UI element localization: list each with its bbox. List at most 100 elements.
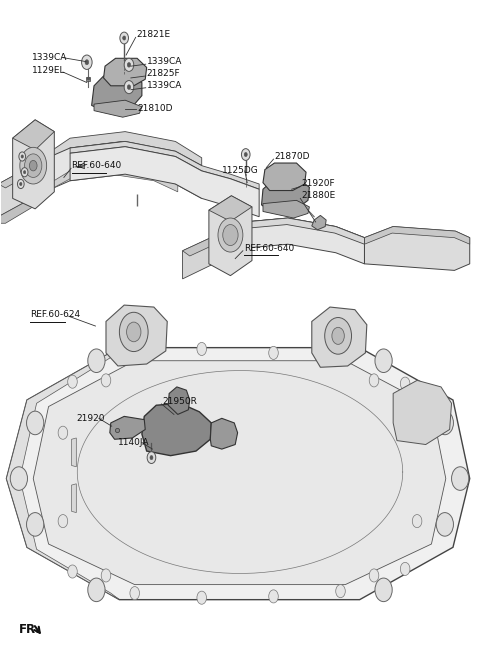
Circle shape xyxy=(336,353,345,366)
Polygon shape xyxy=(0,166,38,188)
Circle shape xyxy=(127,85,131,89)
Circle shape xyxy=(412,514,422,527)
Circle shape xyxy=(88,578,105,602)
Polygon shape xyxy=(70,147,259,216)
Circle shape xyxy=(218,218,243,252)
Polygon shape xyxy=(142,403,211,456)
Circle shape xyxy=(24,154,42,177)
Text: 1339CA: 1339CA xyxy=(147,57,182,66)
Circle shape xyxy=(130,349,140,362)
Circle shape xyxy=(124,81,134,94)
Circle shape xyxy=(375,578,392,602)
Polygon shape xyxy=(92,74,142,111)
Circle shape xyxy=(123,36,126,40)
Text: 21821E: 21821E xyxy=(136,30,170,39)
Text: REF.60-640: REF.60-640 xyxy=(72,161,122,170)
Polygon shape xyxy=(210,419,238,449)
Polygon shape xyxy=(6,348,470,600)
Polygon shape xyxy=(182,236,221,256)
Circle shape xyxy=(197,342,206,356)
Circle shape xyxy=(369,569,379,582)
Text: 1140JA: 1140JA xyxy=(118,438,149,447)
Text: 1339CA: 1339CA xyxy=(32,53,67,62)
Text: 21825F: 21825F xyxy=(147,69,180,78)
Circle shape xyxy=(127,322,141,342)
Circle shape xyxy=(127,62,131,67)
Circle shape xyxy=(400,562,410,575)
Circle shape xyxy=(21,155,24,158)
Circle shape xyxy=(244,152,247,157)
Text: REF.60-624: REF.60-624 xyxy=(30,310,81,319)
Text: REF.60-640: REF.60-640 xyxy=(244,243,294,253)
Polygon shape xyxy=(94,100,142,117)
Circle shape xyxy=(332,327,344,344)
Circle shape xyxy=(101,374,111,387)
Circle shape xyxy=(130,586,140,600)
Circle shape xyxy=(336,584,345,598)
Circle shape xyxy=(24,171,26,174)
Circle shape xyxy=(68,565,77,578)
Text: 21810D: 21810D xyxy=(137,104,173,113)
Text: 1339CA: 1339CA xyxy=(147,81,182,90)
Circle shape xyxy=(120,32,129,44)
Circle shape xyxy=(101,569,111,582)
Circle shape xyxy=(29,161,37,171)
Polygon shape xyxy=(312,307,367,367)
Polygon shape xyxy=(104,58,147,86)
Polygon shape xyxy=(106,305,167,366)
Polygon shape xyxy=(72,483,76,512)
Circle shape xyxy=(68,375,77,388)
Polygon shape xyxy=(211,218,364,244)
Polygon shape xyxy=(209,195,252,276)
Polygon shape xyxy=(29,142,202,198)
Circle shape xyxy=(58,514,68,527)
Circle shape xyxy=(147,452,156,464)
Polygon shape xyxy=(263,163,306,190)
Polygon shape xyxy=(262,177,310,211)
Polygon shape xyxy=(182,236,214,279)
Circle shape xyxy=(88,349,105,373)
Circle shape xyxy=(269,346,278,359)
Circle shape xyxy=(19,152,25,161)
Polygon shape xyxy=(263,200,310,218)
Text: FR.: FR. xyxy=(19,623,41,636)
Circle shape xyxy=(375,349,392,373)
Polygon shape xyxy=(393,380,452,445)
Polygon shape xyxy=(33,361,446,584)
Polygon shape xyxy=(12,120,54,150)
Polygon shape xyxy=(364,226,470,270)
Circle shape xyxy=(85,60,89,65)
Circle shape xyxy=(20,148,47,184)
Circle shape xyxy=(20,182,22,186)
Polygon shape xyxy=(0,198,32,223)
Circle shape xyxy=(21,168,28,176)
Circle shape xyxy=(324,318,351,354)
Circle shape xyxy=(452,467,469,490)
Circle shape xyxy=(120,312,148,352)
Polygon shape xyxy=(48,166,178,192)
Circle shape xyxy=(436,512,454,536)
Circle shape xyxy=(82,55,92,70)
Polygon shape xyxy=(364,226,470,244)
Circle shape xyxy=(26,411,44,435)
Text: 1125DG: 1125DG xyxy=(222,167,259,175)
Circle shape xyxy=(241,149,250,161)
Circle shape xyxy=(17,179,24,188)
Polygon shape xyxy=(29,132,202,174)
Polygon shape xyxy=(0,166,32,216)
Polygon shape xyxy=(12,120,54,209)
Polygon shape xyxy=(209,195,252,221)
Circle shape xyxy=(58,426,68,440)
Polygon shape xyxy=(110,417,145,440)
Polygon shape xyxy=(70,142,259,189)
Polygon shape xyxy=(6,348,120,600)
Polygon shape xyxy=(168,387,190,415)
Circle shape xyxy=(223,224,238,245)
Circle shape xyxy=(197,591,206,604)
Polygon shape xyxy=(211,218,364,264)
Circle shape xyxy=(150,455,153,460)
Text: 1129EL: 1129EL xyxy=(32,66,65,75)
Circle shape xyxy=(26,512,44,536)
Circle shape xyxy=(436,411,454,435)
Text: 21870D: 21870D xyxy=(275,152,310,161)
